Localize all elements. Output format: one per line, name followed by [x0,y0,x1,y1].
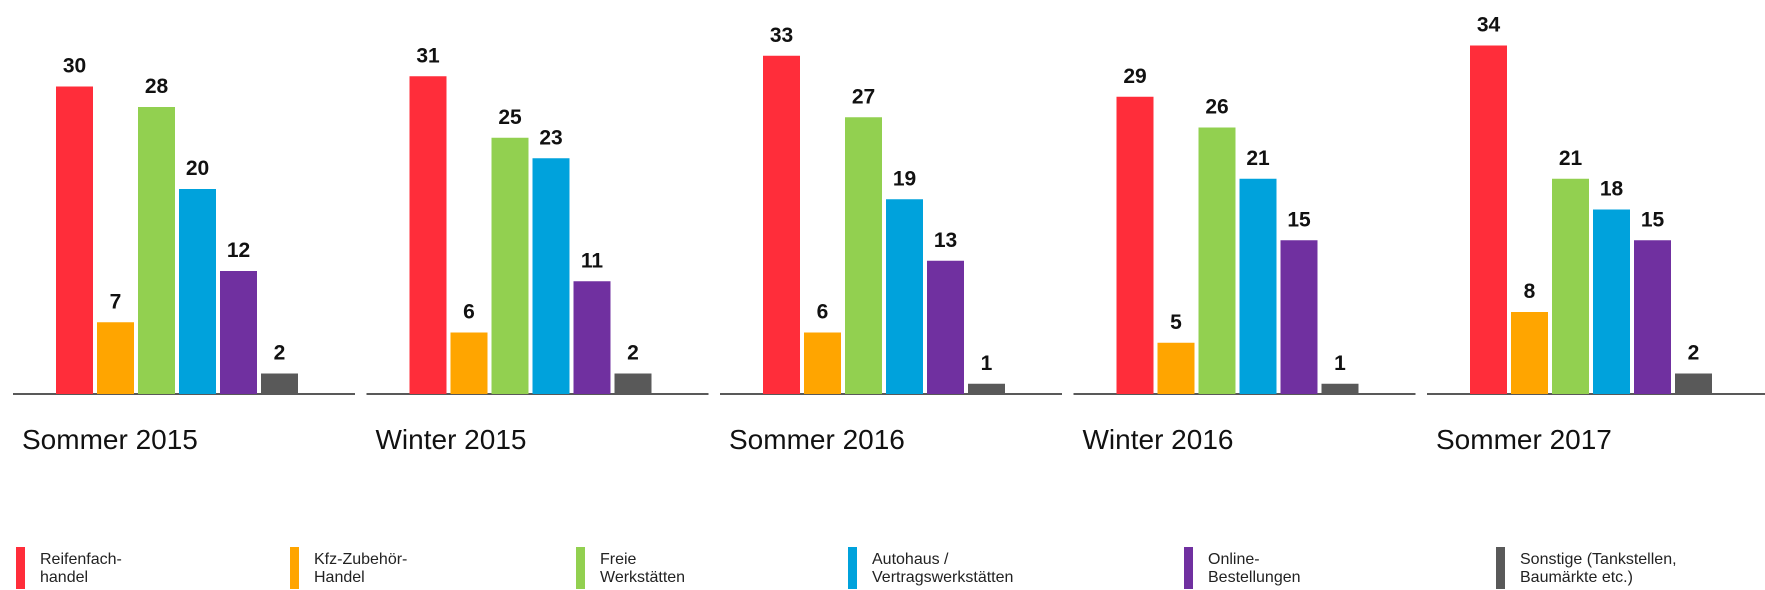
legend-swatch [290,547,299,589]
value-label: 5 [1170,311,1182,334]
bar [1157,342,1195,394]
value-label: 6 [463,301,475,324]
bar [450,332,488,394]
group-label: Sommer 2016 [729,424,905,455]
group-label: Winter 2016 [1083,424,1234,455]
legend-label: Kfz-Zubehör- Handel [314,551,408,586]
value-label: 1 [1334,352,1346,375]
legend-label: Autohaus / Vertragswerkstätten [872,551,1014,586]
bar [1470,45,1507,394]
value-label: 11 [581,249,604,272]
legend-item: Kfz-Zubehör- Handel [288,547,407,589]
bar [845,117,882,394]
legend-item: Freie Werkstätten [574,547,685,589]
bar [261,373,298,394]
legend-swatch [1496,547,1505,589]
legend-swatch [16,547,25,589]
bar [1634,240,1671,394]
value-label: 2 [1688,342,1700,365]
bar [179,189,216,394]
bar [1593,209,1630,394]
value-label: 25 [498,106,522,129]
bar [573,281,611,394]
bar [927,260,964,394]
legend-label: Freie Werkstätten [600,551,686,586]
legend-item: Sonstige (Tankstellen, Baumärkte etc.) [1494,547,1677,589]
value-label: 30 [63,55,86,78]
group-label: Sommer 2015 [22,424,198,455]
value-label: 7 [110,290,122,313]
value-label: 2 [274,342,286,365]
value-label: 12 [227,239,250,262]
bar [532,158,570,394]
bar [804,332,841,394]
bar [1552,178,1589,394]
value-label: 18 [1600,178,1624,201]
bar [1116,96,1154,394]
bar [138,107,175,394]
legend-item: Reifenfach- handel [14,547,122,589]
value-label: 2 [627,342,639,365]
legend-item: Autohaus / Vertragswerkstätten [846,547,1013,589]
bar [614,373,652,394]
bar [1321,383,1359,394]
legend-swatch [576,547,585,589]
bar [1198,127,1236,394]
value-label: 20 [186,157,209,180]
legend-swatch [1184,547,1193,589]
group-label: Sommer 2017 [1436,424,1612,455]
value-label: 33 [770,24,793,47]
value-label: 26 [1205,96,1228,119]
value-label: 23 [539,126,562,149]
bar [886,199,923,394]
value-label: 15 [1641,208,1665,231]
value-label: 15 [1287,208,1311,231]
value-label: 8 [1524,280,1536,303]
legend-label: Online- Bestellungen [1208,551,1301,586]
legend-label: Sonstige (Tankstellen, Baumärkte etc.) [1520,551,1677,586]
bar [1280,240,1318,394]
group-label: Winter 2015 [376,424,527,455]
bar [97,322,134,394]
bar [968,383,1005,394]
bar [409,76,447,394]
value-label: 13 [934,229,957,252]
bar [1675,373,1712,394]
value-label: 31 [416,44,440,67]
value-label: 21 [1246,147,1270,170]
value-label: 19 [893,167,916,190]
bar [56,86,93,394]
value-label: 29 [1123,65,1146,88]
value-label: 21 [1559,147,1583,170]
value-label: 28 [145,75,169,98]
legend-label: Reifenfach- handel [40,551,122,586]
bar [220,271,257,394]
bar [491,137,529,394]
bar [1239,178,1277,394]
bar [1511,312,1548,394]
value-label: 27 [852,85,875,108]
legend-swatch [848,547,857,589]
value-label: 1 [981,352,993,375]
value-label: 34 [1477,14,1501,37]
legend-item: Online- Bestellungen [1182,547,1301,589]
value-label: 6 [817,301,829,324]
bar [763,55,800,394]
